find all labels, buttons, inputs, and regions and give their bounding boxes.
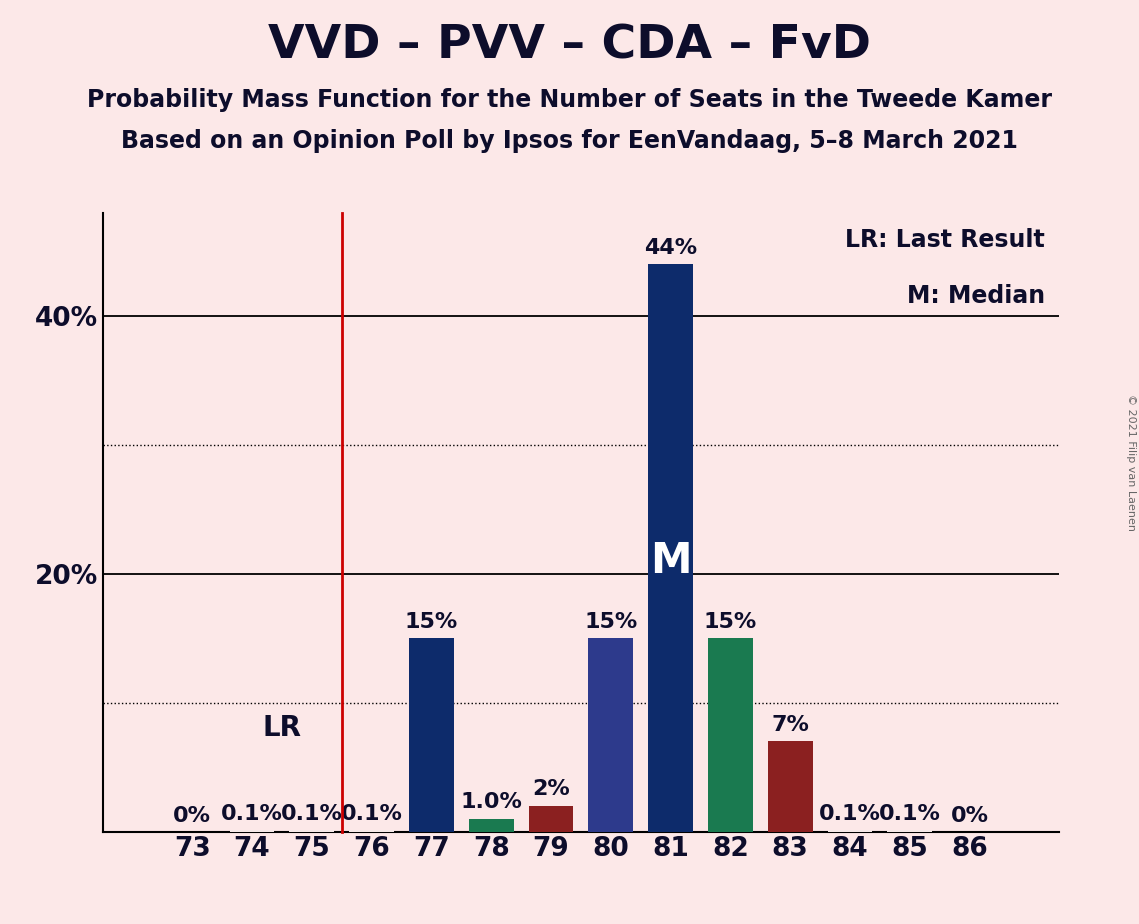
Text: 15%: 15% [704, 612, 757, 632]
Text: Probability Mass Function for the Number of Seats in the Tweede Kamer: Probability Mass Function for the Number… [87, 88, 1052, 112]
Bar [589, 638, 633, 832]
Text: 0.1%: 0.1% [221, 804, 282, 824]
Text: VVD – PVV – CDA – FvD: VVD – PVV – CDA – FvD [268, 23, 871, 68]
Bar [828, 831, 872, 832]
Bar [409, 638, 453, 832]
Text: 0%: 0% [173, 807, 211, 826]
Text: 0.1%: 0.1% [879, 804, 941, 824]
Bar [350, 831, 394, 832]
Text: M: Median: M: Median [907, 284, 1044, 308]
Bar [648, 264, 693, 832]
Bar [528, 806, 573, 832]
Text: Based on an Opinion Poll by Ipsos for EenVandaag, 5–8 March 2021: Based on an Opinion Poll by Ipsos for Ee… [121, 129, 1018, 153]
Text: 0.1%: 0.1% [341, 804, 402, 824]
Text: LR: LR [262, 714, 302, 742]
Bar [289, 831, 334, 832]
Bar [887, 831, 932, 832]
Text: 15%: 15% [584, 612, 638, 632]
Text: 2%: 2% [532, 779, 570, 799]
Bar [469, 819, 514, 832]
Bar [230, 831, 274, 832]
Text: 0.1%: 0.1% [819, 804, 880, 824]
Text: © 2021 Filip van Laenen: © 2021 Filip van Laenen [1126, 394, 1136, 530]
Text: 0%: 0% [951, 807, 989, 826]
Text: 15%: 15% [404, 612, 458, 632]
Text: 44%: 44% [644, 237, 697, 258]
Text: M: M [650, 540, 691, 582]
Text: LR: Last Result: LR: Last Result [845, 228, 1044, 252]
Text: 7%: 7% [771, 715, 809, 735]
Text: 0.1%: 0.1% [281, 804, 343, 824]
Text: 1.0%: 1.0% [460, 792, 522, 812]
Bar [708, 638, 753, 832]
Bar [768, 741, 812, 832]
